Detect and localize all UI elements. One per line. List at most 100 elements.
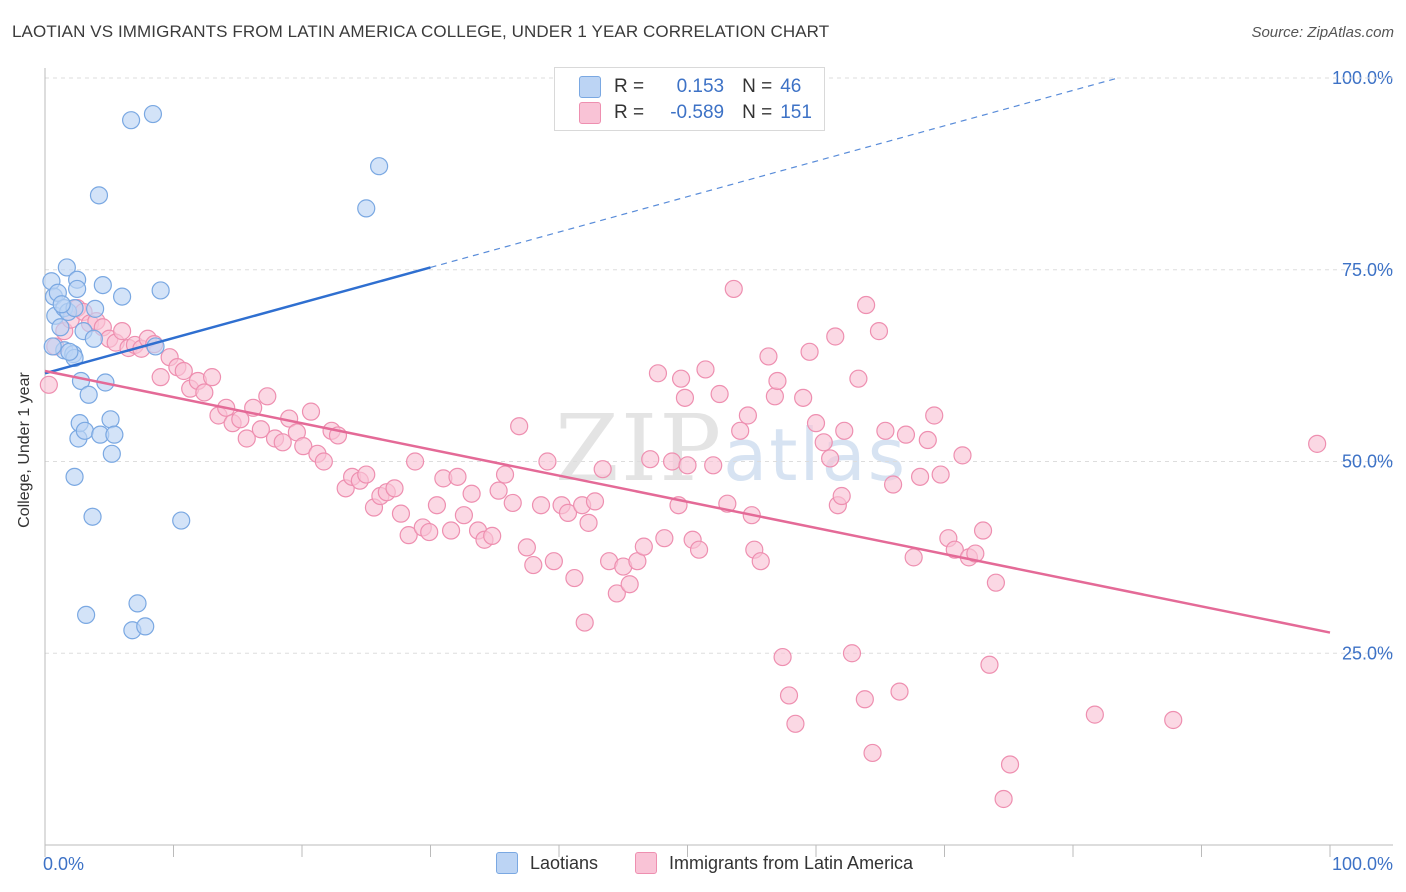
latin-america-point: [876, 421, 895, 440]
r-value: -0.589: [670, 102, 725, 123]
latin-america-point: [835, 421, 854, 440]
latin-america-point: [427, 496, 447, 515]
latin-america-point: [738, 406, 757, 425]
latin-america-point: [112, 322, 132, 341]
laotians-trendline-extension: [430, 77, 1119, 269]
laotian-point: [89, 186, 109, 205]
latin-america-point: [575, 613, 594, 632]
latin-america-point: [678, 456, 697, 475]
watermark: ZIPatlas: [555, 395, 907, 502]
latin-america-point: [794, 388, 813, 407]
latin-america-point: [174, 361, 193, 381]
latin-america-point: [565, 568, 584, 588]
latin-america-point: [634, 537, 653, 556]
latin-america-point: [966, 544, 985, 563]
watermark-zip: ZIP: [555, 395, 724, 502]
legend-row-laotians: R = 0.153 N = 46: [579, 75, 801, 99]
n-value: 46: [780, 76, 802, 97]
latin-america-point: [986, 573, 1006, 592]
laotian-point: [43, 337, 62, 356]
laotian-point: [83, 507, 102, 526]
latin-america-point: [821, 449, 840, 468]
latin-america-point: [662, 452, 682, 471]
latin-america-point: [391, 504, 411, 523]
legend-label-laotians: Laotians: [530, 852, 599, 873]
n-label: N =: [742, 102, 773, 123]
latin-america-point: [953, 446, 972, 465]
laotian-point: [143, 104, 163, 124]
laotian-point: [65, 467, 84, 486]
latin-america-point: [385, 479, 404, 498]
laotian-point: [75, 421, 94, 440]
laotian-point: [84, 329, 103, 348]
latin-america-point: [806, 414, 826, 433]
y-axis-label: College, Under 1 year: [16, 372, 33, 528]
latin-america-point: [524, 555, 543, 575]
x-tick-label: 0.0%: [43, 854, 84, 874]
laotian-point: [60, 342, 79, 361]
chart-title: LAOTIAN VS IMMIGRANTS FROM LATIN AMERICA…: [12, 22, 830, 41]
latin-america-point: [544, 552, 563, 571]
laotian-point: [357, 199, 376, 218]
series-legend: Laotians Immigrants from Latin America: [0, 852, 1406, 878]
latin-america-point: [420, 522, 439, 542]
latin-america-point: [441, 521, 461, 540]
laotian-point: [112, 287, 132, 306]
latin-america-point: [399, 526, 418, 545]
latin-america-point: [910, 467, 930, 486]
latin-america-point: [648, 364, 668, 383]
latin-america-point: [273, 433, 292, 452]
latin-america-point: [1308, 434, 1327, 453]
latin-america-point: [751, 552, 770, 571]
laotian-point: [57, 258, 76, 277]
laotian-point: [51, 318, 70, 337]
latin-america-point: [945, 540, 964, 559]
latin-america-point: [483, 526, 502, 545]
latin-america-legend-swatch: [635, 852, 657, 874]
y-tick-label: 100.0%: [1332, 68, 1393, 88]
latin-america-point: [931, 465, 950, 484]
latin-america-point: [579, 513, 598, 532]
latin-america-point: [620, 575, 639, 594]
r-value: 0.153: [676, 76, 725, 97]
latin-america-point: [689, 540, 709, 559]
latin-america-point: [904, 548, 923, 567]
latin-america-point: [759, 347, 778, 366]
latin-america-point: [314, 452, 333, 471]
latin-america-point: [842, 644, 862, 663]
n-label: N =: [742, 76, 773, 97]
y-tick-label: 75.0%: [1342, 260, 1393, 280]
latin-america-point: [448, 467, 467, 486]
latin-america-point: [1164, 710, 1183, 730]
laotians-trendline: [44, 266, 431, 375]
laotian-point: [52, 295, 71, 314]
latin-america-point: [773, 647, 792, 667]
latin-america-point: [593, 460, 612, 479]
latin-america-point: [786, 714, 805, 733]
laotian-point: [172, 511, 191, 530]
latin-america-point: [704, 456, 723, 475]
latin-america-point: [503, 493, 522, 513]
laotian-point: [102, 444, 121, 463]
latin-america-point: [202, 368, 222, 387]
latin-america-point: [826, 327, 845, 346]
latin-america-point: [489, 481, 508, 500]
latin-america-point: [849, 369, 868, 388]
latin-america-point: [195, 383, 214, 402]
latin-america-point: [301, 402, 321, 421]
latin-america-point: [237, 429, 256, 448]
latin-america-point: [832, 486, 851, 506]
latin-america-point: [869, 322, 889, 341]
latin-america-point: [814, 433, 833, 452]
r-label: R =: [614, 102, 645, 123]
latin-america-point: [655, 529, 674, 548]
laotian-point: [105, 425, 124, 444]
latin-america-point: [857, 295, 876, 315]
latin-america-trendline: [44, 369, 1331, 634]
latin-america-point: [994, 789, 1013, 809]
legend-item-latin-america: Immigrants from Latin America: [635, 852, 913, 874]
latin-america-point: [925, 406, 944, 425]
latin-america-point: [39, 375, 58, 394]
latin-america-point: [558, 503, 578, 522]
laotians-legend-swatch: [496, 852, 518, 874]
